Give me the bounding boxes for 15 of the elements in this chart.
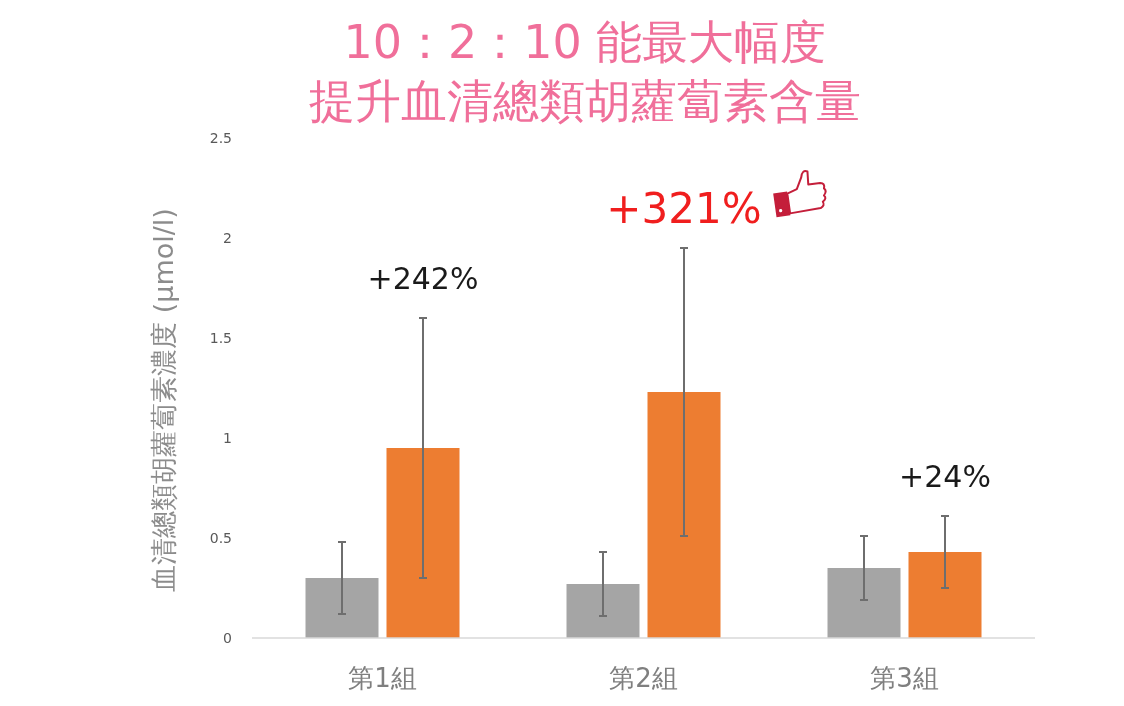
y-tick-label: 0.5	[209, 530, 232, 546]
annotation: +242%	[367, 260, 479, 296]
x-tick: 第2組	[609, 663, 678, 693]
y-tick-label: 2.5	[209, 130, 232, 146]
y-tick-label: 1	[223, 430, 232, 446]
subtitle: 提升血清總類胡蘿蔔素含量	[309, 74, 861, 128]
y-tick-label: 2	[223, 230, 232, 246]
x-tick: 第3組	[870, 663, 939, 693]
annotation: +24%	[899, 458, 991, 494]
x-tick: 第1組	[348, 663, 417, 693]
y-tick-label: 1.5	[209, 330, 232, 346]
title: 10：2：10 能最大幅度	[343, 15, 827, 69]
annotation: +321%	[606, 183, 762, 233]
ylabel: 血清總類胡蘿蔔素濃度 (µmol/l)	[147, 208, 179, 592]
y-tick-label: 0	[223, 630, 232, 646]
